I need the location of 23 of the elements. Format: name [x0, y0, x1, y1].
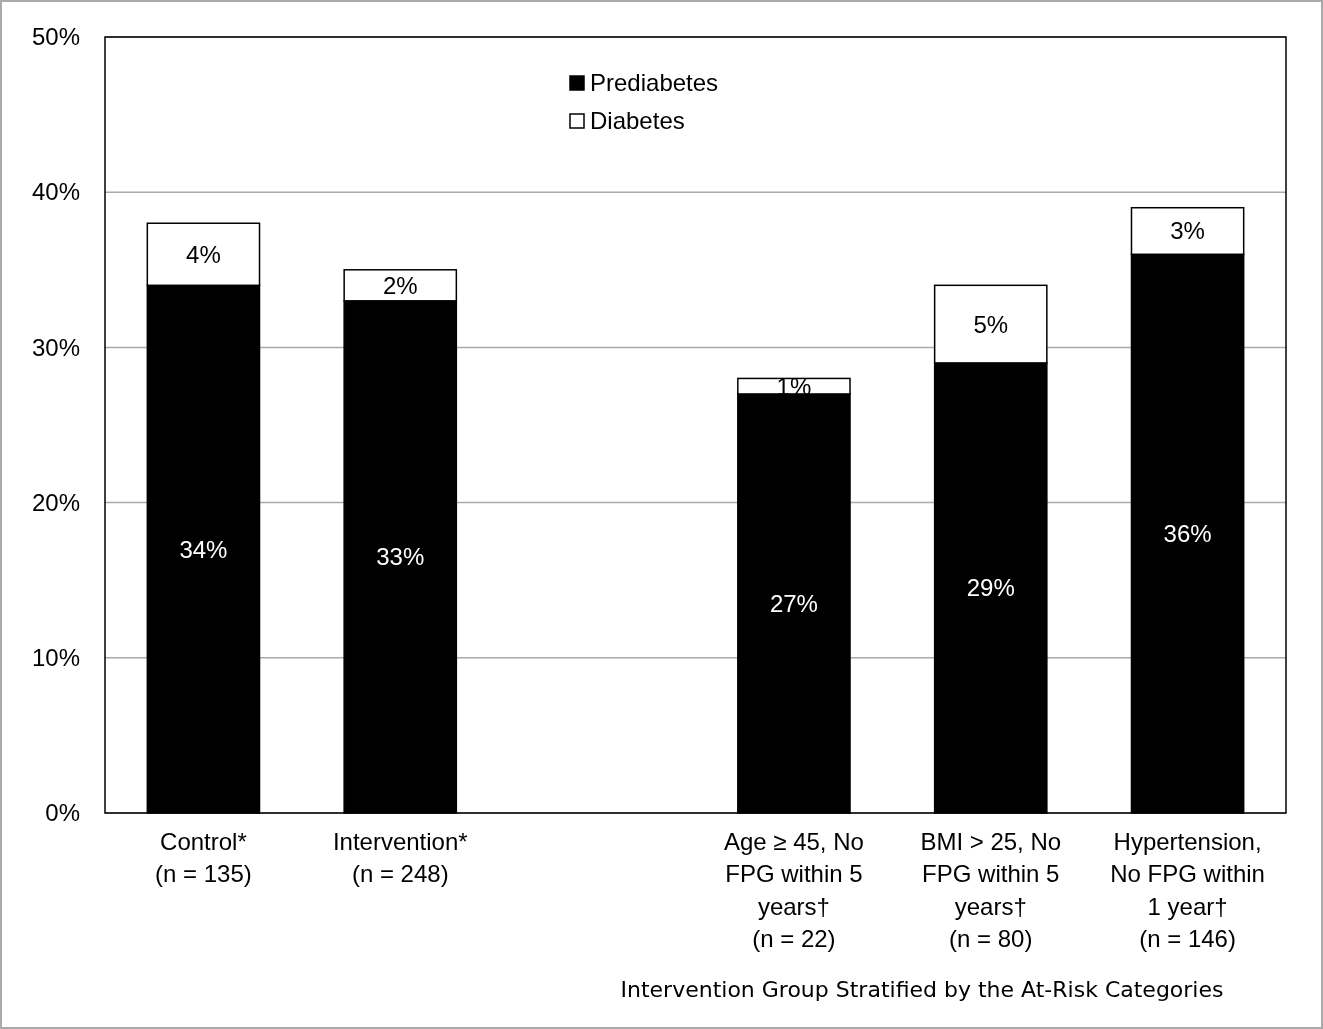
x-axis-title: Intervention Group Stratified by the At-Risk Categories: [620, 977, 1224, 1002]
x-tick-label: BMI > 25, No FPG within 5 years† (n = 80): [920, 828, 1062, 953]
y-tick-label: 50%: [31, 23, 80, 51]
x-tick-label: Hypertension, No FPG within 1 year† (n = 146): [1110, 828, 1265, 953]
data-label: 5%: [973, 310, 1009, 338]
data-label: 34%: [179, 535, 228, 563]
data-label: 3%: [1170, 217, 1205, 245]
data-label: 29%: [966, 574, 1015, 602]
data-label: 2%: [382, 271, 418, 299]
data-label: 27%: [769, 589, 818, 617]
y-tick-label: 0%: [45, 799, 80, 827]
y-tick-label: 10%: [31, 643, 80, 671]
data-label: 33%: [376, 543, 425, 571]
x-tick-label: Intervention* (n = 248): [332, 828, 468, 888]
x-tick-label: Age ≥ 45, No FPG within 5 years† (n = 22): [723, 828, 864, 953]
y-tick-label: 40%: [31, 178, 80, 206]
legend-label: Prediabetes: [590, 69, 719, 97]
legend-label: Diabetes: [590, 107, 685, 135]
data-label: 36%: [1163, 520, 1212, 548]
y-tick-label: 30%: [31, 333, 80, 361]
x-tick-label: Control* (n = 135): [155, 828, 252, 888]
data-label: 4%: [186, 240, 221, 268]
y-tick-label: 20%: [31, 488, 80, 516]
